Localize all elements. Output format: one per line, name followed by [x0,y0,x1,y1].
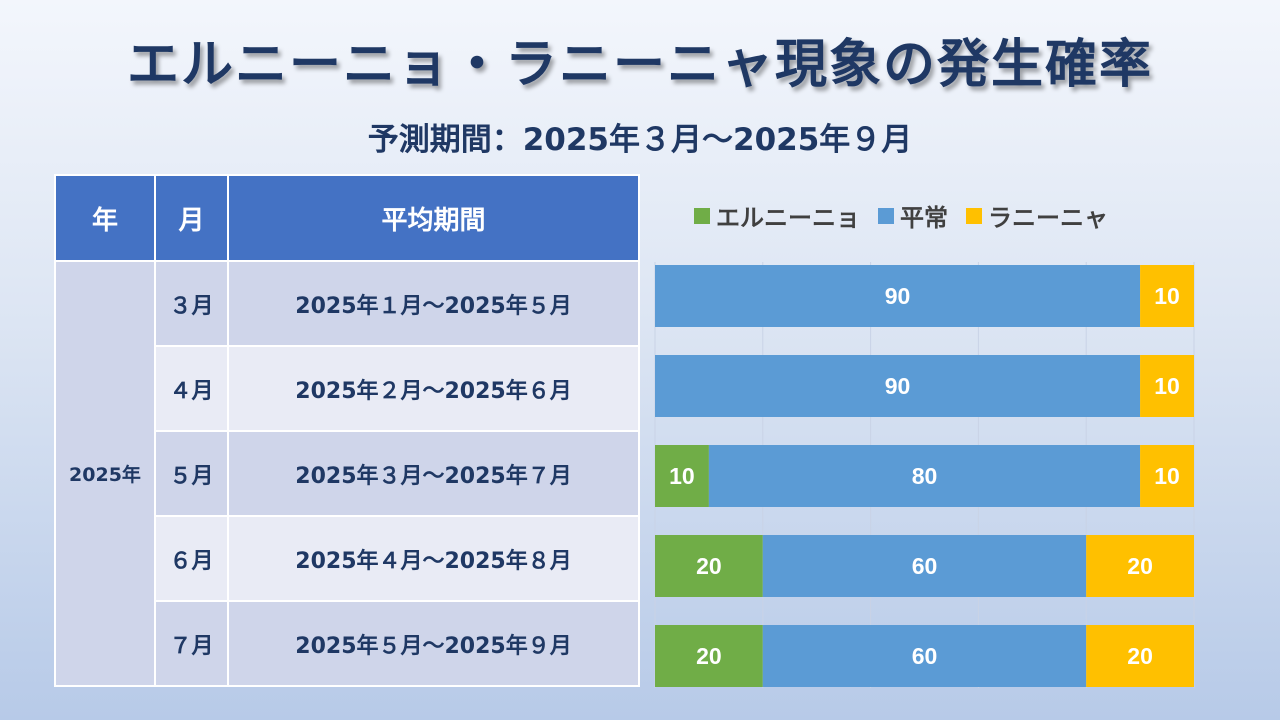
data-label: 20 [1127,643,1153,669]
legend-label: エルニーニョ [716,204,860,232]
legend-label: 平常 [900,204,948,232]
table-row: ６月 2025年４月～2025年８月 [55,515,640,602]
legend-item-normal: 平常 [878,198,948,233]
data-label: 10 [1154,283,1180,309]
data-label: 80 [912,463,938,489]
chart-legend: エルニーニョ 平常 ラニーニャ [694,198,1108,233]
data-label: 60 [912,643,938,669]
legend-swatch [878,207,894,224]
header-period: 平均期間 [227,174,640,262]
averaging-period-table: 年 月 平均期間 2025年 ３月 2025年１月～2025年５月 ４月 202… [54,174,640,687]
bar-segment [1140,355,1194,417]
legend-swatch [966,207,982,224]
data-label: 90 [885,373,911,399]
bar-segment [655,625,763,687]
legend-swatch [694,207,710,224]
legend-item-la-nina: ラニーニャ [966,198,1108,233]
bar-segment [1140,445,1194,507]
bar-segment [1086,535,1194,597]
data-label: 90 [885,283,911,309]
month-cell: ５月 [154,430,229,517]
legend-item-el-nino: エルニーニョ [694,198,860,233]
table-row: 2025年 ３月 2025年１月～2025年５月 [54,260,640,687]
slide-title: エルニーニョ・ラニーニャ現象の発生確率 [126,35,1153,95]
header-year: 年 [54,174,156,262]
bar-segment [655,355,1141,417]
data-label: 20 [696,553,722,579]
period-cell: 2025年２月～2025年６月 [227,345,640,432]
legend-label: ラニーニャ [988,204,1108,232]
bar-segment [708,445,1141,507]
header-month: 月 [154,174,229,262]
bar-segment [655,535,763,597]
bar-segment [655,445,709,507]
bar-segment [762,625,1087,687]
forecast-period-subtitle: 予測期間：2025年３月～2025年９月 [367,122,913,158]
data-label: 10 [669,463,695,489]
data-label: 10 [1154,373,1180,399]
period-cell: 2025年１月～2025年５月 [227,260,640,347]
bar-segment [655,265,1141,327]
data-label: 10 [1154,463,1180,489]
bar-segment [1086,625,1194,687]
period-cell: 2025年３月～2025年７月 [227,430,640,517]
month-cell: ７月 [154,600,229,687]
bar-segment [1140,265,1194,327]
year-cell: 2025年 [54,260,156,687]
period-cell: 2025年５月～2025年９月 [227,600,640,687]
table-row: ５月 2025年３月～2025年７月 [55,430,640,517]
month-cell: ６月 [154,515,229,602]
table-row: ７月 2025年５月～2025年９月 [55,600,640,687]
data-label: 20 [1127,553,1153,579]
table-row: ４月 2025年２月～2025年６月 [55,345,640,432]
month-cell: ３月 [154,260,229,347]
period-cell: 2025年４月～2025年８月 [227,515,640,602]
data-label: 60 [912,553,938,579]
month-cell: ４月 [154,345,229,432]
data-label: 20 [696,643,722,669]
bar-segment [762,535,1087,597]
